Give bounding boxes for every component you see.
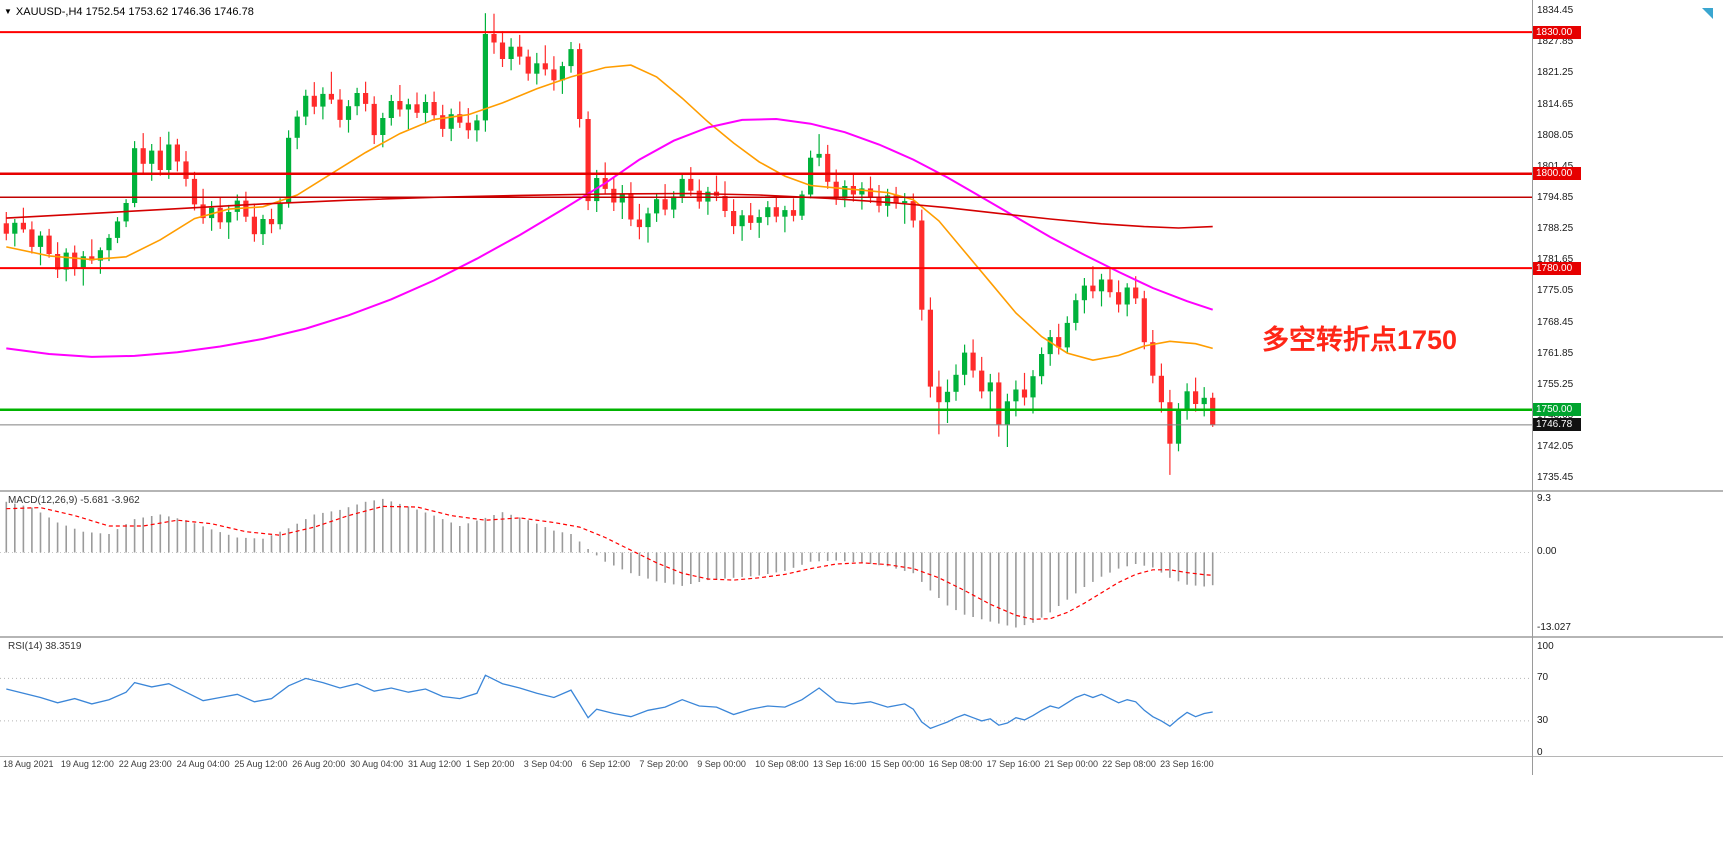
macd-axis-label: 0.00: [1537, 546, 1557, 558]
price-badge: 1780.00: [1533, 261, 1581, 275]
time-axis-label: 1 Sep 20:00: [465, 759, 515, 769]
panel-separator[interactable]: [0, 636, 1723, 638]
price-badge: 1750.00: [1533, 403, 1581, 417]
price-axis-label: 1834.45: [1537, 5, 1574, 17]
macd-panel[interactable]: MACD(12,26,9) -5.681 -3.962 9.3 0.00 -13.0…: [0, 492, 1723, 636]
rsi-axis-label: 70: [1537, 672, 1549, 684]
macd-label: MACD(12,26,9) -5.681 -3.962: [8, 495, 140, 506]
quote-text: XAUUSD-,H4 1752.54 1753.62 1746.36 1746.…: [15, 6, 254, 18]
price-badge: 1746.78: [1533, 418, 1581, 432]
price-axis-label: 1794.85: [1537, 192, 1574, 204]
time-axis-label: 31 Aug 12:00: [408, 759, 462, 769]
price-axis-label: 1761.85: [1537, 347, 1574, 359]
price-axis-label: 1775.05: [1537, 285, 1574, 297]
price-chart-canvas[interactable]: [0, 0, 1723, 490]
time-axis-label: 7 Sep 20:00: [639, 759, 688, 769]
time-axis-label: 30 Aug 04:00: [350, 759, 404, 769]
rsi-panel[interactable]: RSI(14) 38.3519 100 70 30 0: [0, 638, 1723, 758]
time-axis-label: 13 Sep 16:00: [813, 759, 867, 769]
panel-separator[interactable]: [0, 490, 1723, 492]
price-axis-label: 1801.45: [1537, 161, 1573, 173]
symbol-dropdown-icon[interactable]: ▼: [4, 7, 12, 16]
rsi-canvas[interactable]: [0, 638, 1723, 756]
macd-canvas[interactable]: [0, 492, 1723, 636]
time-axis-label: 19 Aug 12:00: [60, 759, 114, 769]
time-axis-label: 23 Sep 16:00: [1160, 759, 1214, 769]
time-axis-label: 9 Sep 00:00: [697, 759, 746, 769]
price-chart-panel[interactable]: ▼ XAUUSD-,H4 1752.54 1753.62 1746.36 1746…: [0, 0, 1723, 490]
price-axis-label: 1781.65: [1537, 254, 1574, 266]
time-axis-label: 22 Sep 08:00: [1102, 759, 1156, 769]
time-axis-label: 17 Sep 16:00: [986, 759, 1041, 769]
macd-axis-label: -13.027: [1537, 621, 1571, 633]
time-axis[interactable]: 18 Aug 2021 19 Aug 12:00 22 Aug 23:00 24 Au…: [0, 757, 1532, 775]
time-axis-label: 25 Aug 12:00: [234, 759, 288, 769]
time-axis-label: 24 Aug 04:00: [176, 759, 230, 769]
macd-axis-label: 9.3: [1537, 492, 1551, 504]
price-badge: 1800.00: [1533, 167, 1581, 181]
time-axis-label: 18 Aug 2021: [3, 759, 54, 769]
price-axis-label: 1814.65: [1537, 98, 1574, 110]
price-axis-label: 1742.05: [1537, 441, 1574, 453]
time-axis-label: 21 Sep 00:00: [1044, 759, 1098, 769]
price-annotation: 多空转折点1750: [1262, 325, 1458, 355]
rsi-label: RSI(14) 38.3519: [8, 641, 82, 652]
price-axis-label: 1735.45: [1537, 472, 1574, 484]
rsi-axis-label: 30: [1537, 714, 1549, 726]
time-axis-label: 16 Sep 08:00: [928, 759, 983, 769]
price-scale-separator[interactable]: [1532, 0, 1533, 775]
price-badge: 1830.00: [1533, 25, 1581, 39]
chart-shift-icon: [1702, 8, 1713, 19]
time-axis-label: 6 Sep 12:00: [581, 759, 631, 769]
time-axis-label: 15 Sep 00:00: [870, 759, 925, 769]
price-axis-label: 1768.45: [1537, 316, 1574, 328]
price-axis-label: 1808.05: [1537, 129, 1574, 141]
rsi-axis-label: 0: [1537, 746, 1543, 758]
price-axis-label: 1821.25: [1537, 67, 1574, 79]
time-axis-label: 3 Sep 04:00: [523, 759, 573, 769]
price-axis-label: 1827.85: [1537, 36, 1574, 48]
time-axis-label: 26 Aug 20:00: [292, 759, 346, 769]
rsi-axis-label: 100: [1537, 640, 1554, 652]
panel-separator: [0, 756, 1723, 757]
price-axis-label: 1755.25: [1537, 378, 1574, 390]
price-axis-label: 1788.25: [1537, 223, 1574, 235]
quote-line: ▼ XAUUSD-,H4 1752.54 1753.62 1746.36 1746…: [4, 6, 254, 18]
time-axis-label: 10 Sep 08:00: [755, 759, 809, 769]
time-axis-label: 22 Aug 23:00: [118, 759, 172, 769]
